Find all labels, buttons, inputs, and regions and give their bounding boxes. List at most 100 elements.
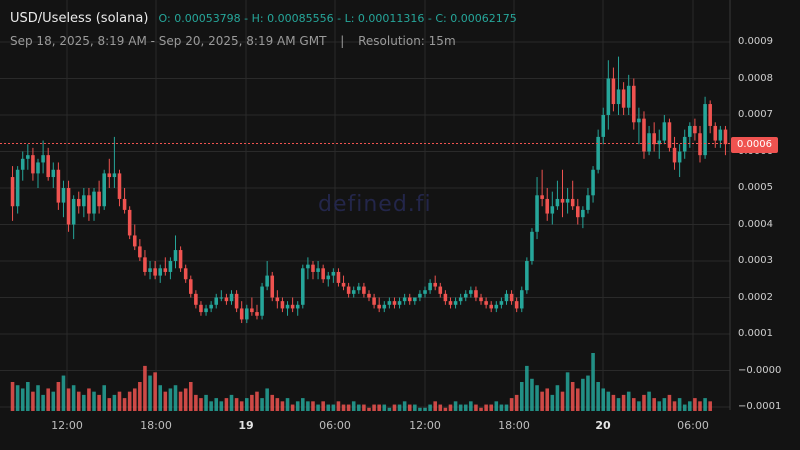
volume-bar <box>545 388 550 411</box>
volume-bar <box>601 388 606 411</box>
volume-bar <box>107 398 112 411</box>
volume-bar <box>611 394 616 411</box>
volume-bar <box>301 398 305 411</box>
volume-bar <box>469 401 473 411</box>
candle-body <box>652 133 656 145</box>
volume-bar <box>540 391 544 411</box>
volume-bar <box>112 394 117 411</box>
volume-bars <box>10 353 712 411</box>
volume-bar <box>326 404 331 411</box>
candle-body <box>382 304 387 309</box>
candle-body <box>703 104 707 156</box>
volume-bar <box>280 401 285 411</box>
volume-bar <box>632 398 636 411</box>
candle-body <box>173 250 178 261</box>
candle-body <box>387 301 392 305</box>
volume-bar <box>173 385 178 411</box>
volume-bar <box>270 394 275 411</box>
volume-bar <box>667 394 672 411</box>
candle-body <box>46 155 50 178</box>
candle-body <box>97 191 101 207</box>
watermark: defined.fi <box>318 192 432 217</box>
volume-bar <box>504 404 509 411</box>
x-tick-label: 20 <box>595 419 611 432</box>
candle-body <box>357 286 361 291</box>
candle-body <box>71 198 76 225</box>
candle-body <box>346 286 351 294</box>
candle-body <box>122 198 127 210</box>
volume-bar <box>647 391 651 411</box>
candle-body <box>570 198 575 207</box>
candle-body <box>377 304 381 309</box>
volume-bar <box>616 398 621 411</box>
candle-body <box>647 133 651 152</box>
volume-bar <box>560 391 565 411</box>
candle-body <box>581 209 585 218</box>
candle-body <box>392 301 397 305</box>
volume-bar <box>188 382 193 411</box>
volume-bar <box>708 401 712 411</box>
volume-bar <box>321 401 325 411</box>
candle-body <box>545 198 550 214</box>
volume-bar <box>199 398 203 411</box>
separator: | <box>340 34 345 48</box>
candle-body <box>306 264 310 269</box>
volume-bar <box>97 394 101 411</box>
volume-bar <box>178 391 183 411</box>
volume-bar <box>158 385 163 411</box>
candle-body <box>10 177 15 207</box>
y-tick-label: −0.0001 <box>738 401 782 412</box>
candle-body <box>311 264 315 272</box>
candle-body <box>219 297 224 299</box>
candle-body <box>290 304 295 309</box>
candle-body <box>407 297 412 302</box>
volume-bar <box>336 401 341 411</box>
volume-bar <box>117 391 122 411</box>
volume-bar <box>285 398 290 411</box>
candle-body <box>662 122 667 141</box>
candle-body <box>688 125 692 137</box>
volume-bar <box>46 388 50 411</box>
candle-body <box>143 257 147 272</box>
candle-body <box>204 308 208 313</box>
candle-body <box>474 290 478 298</box>
volume-bar <box>672 401 677 411</box>
x-tick-label: 18:00 <box>140 419 172 432</box>
candle-body <box>575 206 580 218</box>
volume-bar <box>224 398 229 411</box>
volume-bar <box>682 404 687 411</box>
candle-body <box>540 195 544 199</box>
volume-bar <box>637 401 641 411</box>
candle-body <box>260 286 264 316</box>
volume-bar <box>316 404 320 411</box>
x-tick-label: 12:00 <box>51 419 83 432</box>
candle-body <box>601 115 606 137</box>
volume-bar <box>423 407 427 411</box>
candle-body <box>698 133 702 156</box>
candle-body <box>163 268 168 272</box>
candle-body <box>214 297 219 305</box>
volume-bar <box>331 404 336 411</box>
candle-body <box>463 293 468 298</box>
candle-body <box>245 308 249 320</box>
volume-bar <box>92 391 96 411</box>
x-tick-label: 06:00 <box>319 419 351 432</box>
candle-body <box>713 125 718 141</box>
volume-bar <box>15 385 20 411</box>
volume-bar <box>525 365 529 411</box>
y-tick-label: 0.0007 <box>738 109 773 120</box>
candle-body <box>499 301 504 305</box>
candle-body <box>591 169 595 196</box>
volume-bar <box>575 388 580 411</box>
candle-body <box>718 129 723 141</box>
volume-bar <box>372 404 376 411</box>
volume-bar <box>479 407 483 411</box>
volume-bar <box>484 404 488 411</box>
candle-body <box>509 293 514 302</box>
volume-bar <box>255 391 259 411</box>
candle-body <box>92 191 96 214</box>
volume-bar <box>397 404 402 411</box>
candle-body <box>127 209 132 236</box>
candle-body <box>234 293 239 309</box>
